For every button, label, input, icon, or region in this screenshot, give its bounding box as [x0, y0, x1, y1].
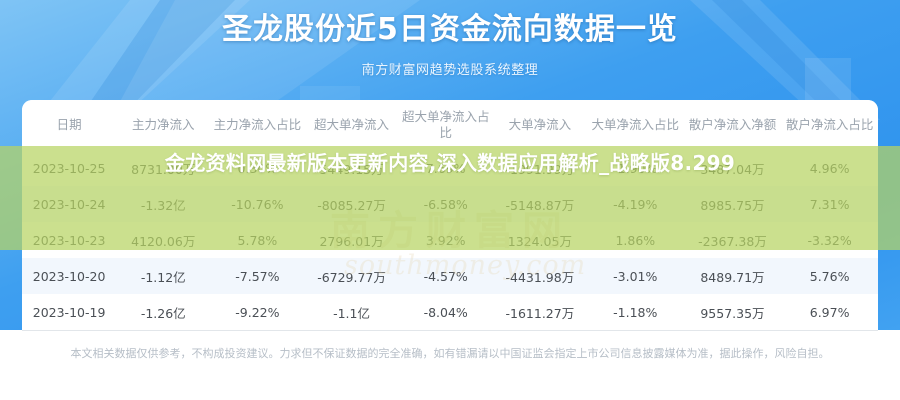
- cell-main-net: 4120.06万: [131, 233, 196, 249]
- cell-date: 2023-10-20: [32, 268, 106, 284]
- cell-xl-net: -8085.27万: [317, 197, 386, 213]
- cell-xl-net: 2796.01万: [319, 233, 384, 249]
- cell-retail-pct: 5.76%: [809, 268, 850, 284]
- table-header-row: 日期 主力净流入 主力净流入占比 超大单净流入 超大单净流入占比 大单净流入 大…: [22, 100, 878, 151]
- cell-big-net: -5148.87万: [505, 197, 575, 213]
- column-header-retail-net: 散户净流入净额: [683, 100, 782, 151]
- cell-xl-pct: -6.58%: [423, 196, 468, 212]
- cell-xl-pct: -4.57%: [423, 268, 468, 284]
- table-row: 2023-10-20 -1.12亿 -7.57% -6729.77万 -4.57…: [22, 258, 878, 295]
- table-row: 2023-10-24 -1.32亿 -10.76% -8085.27万 -6.5…: [22, 186, 878, 223]
- footer: 本文相关数据仅供参考，不构成投资建议。力求但不保证数据的完全准确，如有错漏请以中…: [22, 330, 878, 400]
- cell-big-pct: -4.19%: [613, 196, 658, 212]
- cell-retail-pct: -3.32%: [807, 232, 852, 248]
- cell-main-pct: -7.57%: [235, 268, 280, 284]
- cell-big-pct: -1.18%: [613, 304, 658, 320]
- column-header-xl-pct: 超大单净流入占比: [398, 100, 493, 151]
- cell-xl-net: -1.1亿: [333, 305, 370, 321]
- column-header-retail-pct: 散户净流入占比: [781, 100, 878, 151]
- cell-retail-net: 8489.71万: [700, 269, 765, 285]
- table-header: 日期 主力净流入 主力净流入占比 超大单净流入 超大单净流入占比 大单净流入 大…: [22, 100, 878, 151]
- cell-main-pct: -10.76%: [231, 196, 284, 212]
- cell-main-net: -1.26亿: [140, 305, 186, 321]
- cell-big-net: -4431.98万: [505, 269, 575, 285]
- page-title: 圣龙股份近5日资金流向数据一览: [222, 12, 678, 47]
- banner: 圣龙股份近5日资金流向数据一览 南方财富网趋势选股系统整理: [0, 0, 900, 100]
- cell-retail-net: 8985.75万: [700, 197, 765, 213]
- table-row: 2023-10-19 -1.26亿 -9.22% -1.1亿 -8.04% -1…: [22, 294, 878, 330]
- cell-main-net: -1.12亿: [140, 269, 186, 285]
- cell-retail-pct: 6.97%: [809, 304, 850, 320]
- table-row: 2023-10-23 4120.06万 5.78% 2796.01万 3.92%…: [22, 222, 878, 259]
- cell-retail-pct: 7.31%: [809, 196, 850, 212]
- cell-big-pct: 1.86%: [615, 232, 656, 248]
- cell-retail-net: 9557.35万: [700, 305, 765, 321]
- fund-flow-table: 日期 主力净流入 主力净流入占比 超大单净流入 超大单净流入占比 大单净流入 大…: [22, 100, 878, 330]
- overlay-caption: 金龙资料网最新版本更新内容,深入数据应用解析_战略版8.299: [164, 151, 736, 175]
- cell-xl-net: -6729.77万: [317, 269, 386, 285]
- cell-big-pct: -3.01%: [613, 268, 658, 284]
- table-body: 2023-10-25 8731.00万 0.30% 5449.15万 7.69%…: [22, 150, 878, 330]
- cell-xl-pct: -8.04%: [423, 304, 468, 320]
- column-header-main-net: 主力净流入: [116, 100, 211, 151]
- cell-main-net: -1.32亿: [140, 197, 186, 213]
- cell-date: 2023-10-24: [32, 196, 106, 212]
- cell-big-net: 1324.05万: [507, 233, 572, 249]
- cell-xl-pct: 3.92%: [425, 232, 466, 248]
- column-header-big-net: 大单净流入: [492, 100, 587, 151]
- column-header-main-pct: 主力净流入占比: [210, 100, 305, 151]
- column-header-date: 日期: [22, 100, 117, 151]
- column-header-big-pct: 大单净流入占比: [586, 100, 684, 151]
- cell-main-pct: 5.78%: [237, 232, 278, 248]
- cell-big-net: -1611.27万: [505, 305, 575, 321]
- column-header-xl-net: 超大单净流入: [304, 100, 399, 151]
- cell-main-pct: -9.22%: [235, 304, 280, 320]
- cell-date: 2023-10-23: [32, 232, 106, 248]
- page-subtitle: 南方财富网趋势选股系统整理: [361, 62, 539, 78]
- disclaimer-text: 本文相关数据仅供参考，不构成投资建议。力求但不保证数据的完全准确，如有错漏请以中…: [70, 347, 830, 360]
- data-table-card: 日期 主力净流入 主力净流入占比 超大单净流入 超大单净流入占比 大单净流入 大…: [22, 100, 878, 330]
- cell-retail-net: -2367.38万: [698, 233, 767, 249]
- cell-date: 2023-10-19: [32, 304, 106, 320]
